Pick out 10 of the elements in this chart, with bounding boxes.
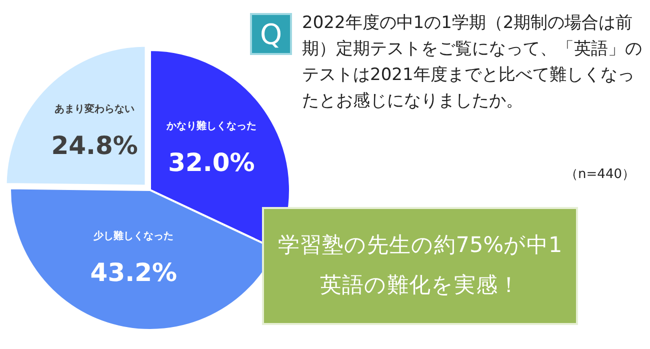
text: Q: [260, 18, 282, 51]
slice-label: あまり変わらない: [54, 102, 135, 115]
text: （n=440）: [565, 167, 635, 182]
data-label: 43.2%: [90, 258, 178, 287]
data-label: 32.0%: [168, 148, 255, 177]
data-label: 24.8%: [51, 130, 138, 160]
slice-label: かなり難しくなった: [165, 120, 256, 132]
text: 学習塾の先生の約75%が中1英語の難化を実感！: [276, 232, 564, 300]
text: 2022年度の中1の1学期（2期制の場合は前期）定期テストをご覧になって、「英語」のテストは2021年度までと比べて難しくなったとお感じになりましたか。: [302, 12, 642, 113]
slice-label: 少し難しくなった: [92, 230, 174, 242]
